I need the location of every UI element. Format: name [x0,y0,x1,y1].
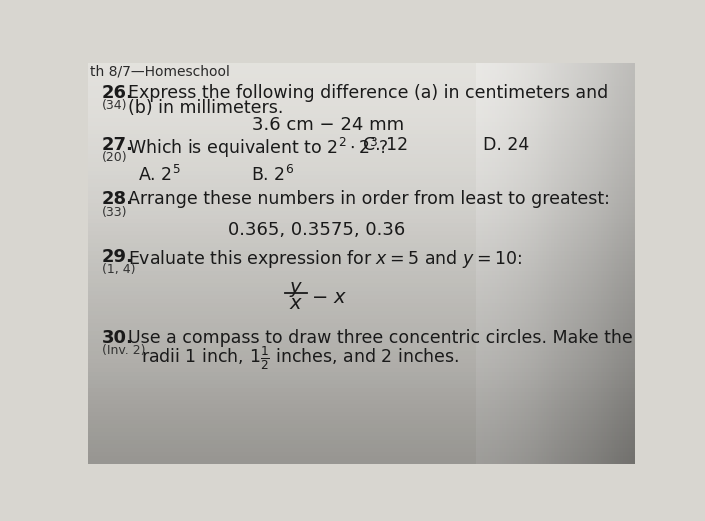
Text: $y$: $y$ [289,280,303,300]
Text: 28.: 28. [102,190,134,208]
Text: 30.: 30. [102,329,134,347]
Text: D. 24: D. 24 [484,135,529,154]
Text: 29.: 29. [102,248,134,266]
Text: (33): (33) [102,206,128,219]
Text: A. $2^5$: A. $2^5$ [138,165,181,185]
Text: B. $2^6$: B. $2^6$ [251,165,294,185]
Text: th 8/7—Homeschool: th 8/7—Homeschool [90,64,230,78]
Text: Which is equivalent to $2^2 \cdot 2^3$?: Which is equivalent to $2^2 \cdot 2^3$? [128,135,388,160]
Text: radii 1 inch, $1\frac{1}{2}$ inches, and 2 inches.: radii 1 inch, $1\frac{1}{2}$ inches, and… [141,344,459,372]
Text: Use a compass to draw three concentric circles. Make the: Use a compass to draw three concentric c… [128,329,633,347]
Text: $x$: $x$ [289,293,303,313]
Text: 27.: 27. [102,135,134,154]
Text: (20): (20) [102,151,128,164]
Text: Evaluate this expression for $x = 5$ and $y = 10$:: Evaluate this expression for $x = 5$ and… [128,248,522,270]
Text: 3.6 cm − 24 mm: 3.6 cm − 24 mm [252,116,405,134]
Text: C. 12: C. 12 [363,135,408,154]
Text: (1, 4): (1, 4) [102,264,135,277]
Text: (34): (34) [102,98,128,111]
Text: Express the following difference (a) in centimeters and: Express the following difference (a) in … [128,84,608,102]
Text: (b) in millimeters.: (b) in millimeters. [128,98,284,117]
Text: $-\ x$: $-\ x$ [312,288,348,307]
Text: 0.365, 0.3575, 0.36: 0.365, 0.3575, 0.36 [228,221,405,239]
Text: 26.: 26. [102,84,134,102]
Text: Arrange these numbers in order from least to greatest:: Arrange these numbers in order from leas… [128,190,611,208]
Text: (Inv. 2): (Inv. 2) [102,344,145,357]
